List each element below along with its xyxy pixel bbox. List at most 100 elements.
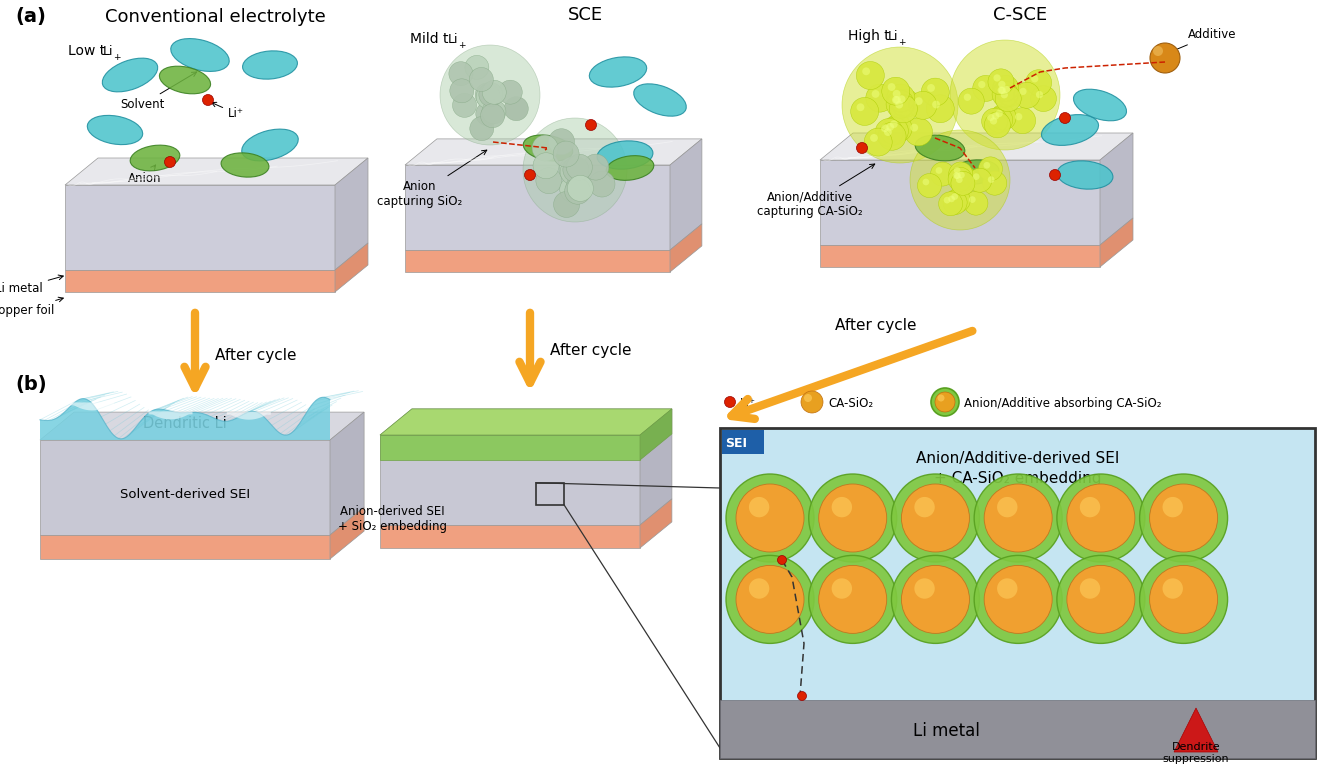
Circle shape bbox=[946, 189, 970, 212]
Circle shape bbox=[986, 107, 1013, 133]
Text: +: + bbox=[898, 38, 905, 47]
Circle shape bbox=[440, 45, 540, 145]
Circle shape bbox=[1162, 578, 1182, 599]
Text: +: + bbox=[113, 53, 120, 62]
Circle shape bbox=[964, 191, 988, 215]
Text: + CA-SiO₂ embedding: + CA-SiO₂ embedding bbox=[933, 471, 1101, 486]
Circle shape bbox=[988, 69, 1014, 95]
Ellipse shape bbox=[1073, 89, 1126, 121]
Circle shape bbox=[523, 118, 627, 222]
Circle shape bbox=[881, 124, 889, 132]
Bar bbox=[720, 700, 1314, 758]
Circle shape bbox=[997, 81, 1024, 106]
Circle shape bbox=[504, 97, 528, 121]
Circle shape bbox=[832, 497, 852, 518]
Circle shape bbox=[954, 172, 961, 179]
Polygon shape bbox=[380, 435, 640, 525]
Text: Li metal: Li metal bbox=[0, 275, 63, 295]
Circle shape bbox=[797, 691, 806, 701]
Polygon shape bbox=[405, 250, 670, 272]
Circle shape bbox=[984, 112, 1010, 138]
Polygon shape bbox=[1174, 708, 1218, 752]
Polygon shape bbox=[380, 435, 640, 460]
Polygon shape bbox=[670, 224, 702, 272]
Circle shape bbox=[1080, 497, 1100, 518]
Text: After cycle: After cycle bbox=[551, 343, 632, 358]
Circle shape bbox=[469, 68, 493, 92]
Circle shape bbox=[886, 84, 914, 112]
Polygon shape bbox=[640, 499, 672, 548]
Circle shape bbox=[1080, 578, 1100, 599]
Circle shape bbox=[1001, 91, 1008, 99]
Circle shape bbox=[953, 167, 977, 191]
Circle shape bbox=[984, 566, 1052, 633]
Text: Dendrite
suppression: Dendrite suppression bbox=[1162, 743, 1229, 764]
Circle shape bbox=[452, 93, 476, 117]
Polygon shape bbox=[40, 535, 331, 559]
Circle shape bbox=[1140, 474, 1228, 562]
Text: SCE: SCE bbox=[568, 6, 603, 24]
Circle shape bbox=[953, 167, 961, 174]
Circle shape bbox=[993, 75, 1018, 102]
Circle shape bbox=[585, 120, 596, 130]
Text: After cycle: After cycle bbox=[834, 318, 917, 333]
Text: Anion: Anion bbox=[128, 165, 161, 185]
Ellipse shape bbox=[241, 129, 299, 161]
Circle shape bbox=[988, 114, 994, 121]
Circle shape bbox=[990, 104, 1016, 130]
Circle shape bbox=[937, 394, 945, 401]
Circle shape bbox=[996, 109, 1002, 117]
Text: Anion-derived SEI
+ SiO₂ embedding: Anion-derived SEI + SiO₂ embedding bbox=[337, 505, 447, 533]
Circle shape bbox=[1150, 43, 1180, 73]
Ellipse shape bbox=[103, 58, 157, 92]
Circle shape bbox=[969, 196, 976, 203]
Polygon shape bbox=[820, 245, 1100, 267]
Circle shape bbox=[984, 484, 1052, 552]
Circle shape bbox=[1049, 169, 1061, 181]
Circle shape bbox=[1066, 484, 1134, 552]
Circle shape bbox=[997, 87, 1005, 94]
Ellipse shape bbox=[524, 135, 573, 161]
Circle shape bbox=[536, 168, 563, 194]
Circle shape bbox=[725, 397, 736, 407]
Circle shape bbox=[905, 118, 933, 146]
Circle shape bbox=[988, 176, 994, 183]
Circle shape bbox=[892, 89, 920, 117]
Circle shape bbox=[203, 95, 213, 106]
Circle shape bbox=[560, 159, 587, 185]
Circle shape bbox=[1032, 75, 1038, 82]
Circle shape bbox=[481, 104, 505, 128]
Text: Anion/Additive absorbing CA-SiO₂: Anion/Additive absorbing CA-SiO₂ bbox=[964, 397, 1161, 410]
Polygon shape bbox=[380, 409, 672, 435]
Circle shape bbox=[944, 191, 968, 214]
Circle shape bbox=[804, 394, 812, 402]
Circle shape bbox=[886, 90, 914, 118]
Circle shape bbox=[1002, 86, 1010, 93]
Circle shape bbox=[726, 556, 814, 643]
Circle shape bbox=[909, 92, 937, 120]
Circle shape bbox=[910, 123, 918, 132]
Circle shape bbox=[565, 178, 591, 204]
Circle shape bbox=[864, 128, 892, 156]
Circle shape bbox=[1066, 566, 1134, 633]
Circle shape bbox=[997, 497, 1017, 518]
Text: Li metal: Li metal bbox=[913, 722, 980, 740]
Circle shape bbox=[749, 497, 769, 518]
Polygon shape bbox=[335, 158, 368, 270]
Circle shape bbox=[890, 120, 897, 128]
Text: C-SCE: C-SCE bbox=[993, 6, 1046, 24]
Ellipse shape bbox=[633, 84, 686, 116]
Polygon shape bbox=[820, 133, 1133, 160]
Circle shape bbox=[560, 176, 585, 203]
Circle shape bbox=[1149, 566, 1217, 633]
Circle shape bbox=[164, 157, 176, 168]
Circle shape bbox=[949, 168, 973, 191]
Circle shape bbox=[567, 154, 592, 180]
Circle shape bbox=[958, 171, 965, 178]
Circle shape bbox=[483, 80, 507, 104]
Circle shape bbox=[993, 74, 1001, 81]
Circle shape bbox=[892, 556, 980, 643]
Circle shape bbox=[726, 474, 814, 562]
Circle shape bbox=[888, 83, 896, 91]
Ellipse shape bbox=[1041, 115, 1098, 145]
